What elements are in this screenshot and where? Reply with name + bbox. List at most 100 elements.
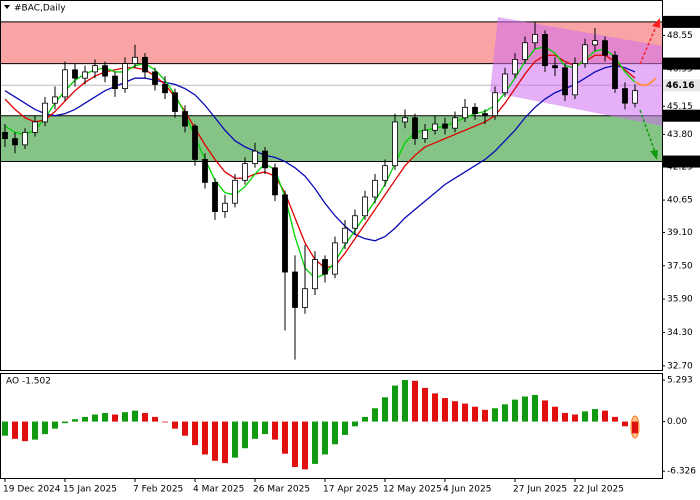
x-tick-label: 12 May 2025: [383, 485, 442, 495]
ao-bar: [242, 421, 248, 449]
candle-body: [172, 92, 178, 112]
candle-body: [12, 138, 18, 146]
ao-bar: [502, 404, 508, 422]
candle-body: [162, 84, 168, 94]
ao-bar: [282, 421, 288, 454]
ao-bar: [142, 412, 148, 422]
level-label: 44.70: [666, 111, 694, 121]
level-label: 49.20: [666, 17, 694, 27]
candle-body: [202, 159, 208, 183]
candle-body: [32, 121, 38, 133]
ao-bar: [372, 408, 378, 422]
level-label: 47.20: [666, 59, 694, 69]
turn-mark: [635, 77, 657, 87]
level-tag: [663, 155, 700, 168]
ao-bar: [122, 412, 128, 422]
zone: [1, 115, 662, 162]
candle-body: [422, 129, 428, 140]
candle-body: [602, 40, 608, 56]
candle-body: [562, 67, 568, 96]
candle-body: [432, 123, 438, 131]
candle-body: [282, 194, 288, 273]
ao-bar: [452, 401, 458, 422]
ao-bar: [332, 421, 338, 445]
ao-bar: [162, 421, 168, 423]
ao-bar: [382, 397, 388, 422]
candle-body: [492, 92, 498, 117]
candle-body: [22, 131, 28, 146]
candle-body: [132, 56, 138, 64]
candle-body: [452, 117, 458, 129]
level-label: 46.16: [666, 81, 694, 91]
candle-body: [522, 42, 528, 60]
candle-body: [102, 65, 108, 77]
candle-body: [262, 150, 268, 169]
level-tag: [663, 57, 700, 70]
candle-body: [232, 179, 238, 204]
candle-body: [622, 88, 628, 104]
ao-tick-label: 5.293: [667, 376, 693, 386]
x-tick-label: 4 Mar 2025: [193, 485, 244, 495]
candle-body: [412, 117, 418, 140]
candle-body: [512, 59, 518, 75]
y-tick-label: 43.80: [667, 130, 693, 140]
candle-body: [322, 259, 328, 275]
level-label: 42.50: [666, 157, 694, 167]
y-tick-label: 48.55: [667, 31, 693, 41]
ao-bar: [632, 421, 638, 434]
candle-body: [72, 69, 78, 79]
y-tick-label: 32.70: [667, 361, 693, 371]
ao-bar: [182, 421, 188, 436]
candle-body: [392, 121, 398, 167]
ao-bar: [22, 421, 28, 442]
ao-tick-label: 0.00: [667, 417, 687, 427]
candle-body: [542, 33, 548, 67]
candle-body: [252, 150, 258, 165]
candle-body: [362, 196, 368, 217]
ao-bar: [422, 387, 428, 422]
ao-bar: [312, 421, 318, 464]
ao-bar: [192, 421, 198, 446]
x-tick-label: 15 Jan 2025: [63, 485, 117, 495]
candle-body: [142, 56, 148, 73]
ao-bar: [442, 398, 448, 422]
ao-bar: [272, 421, 278, 440]
candle-body: [352, 215, 358, 229]
candle-body: [122, 63, 128, 89]
candle-body: [82, 71, 88, 79]
ao-bar: [592, 409, 598, 422]
candle-body: [302, 288, 308, 308]
level-tag: [663, 79, 700, 92]
ao-bar: [482, 409, 488, 422]
ao-bar: [52, 421, 58, 429]
ao-bar: [212, 421, 218, 461]
ao-bar: [392, 385, 398, 422]
ao-frame: [0, 373, 663, 479]
ao-bar: [262, 421, 268, 435]
candle-body: [592, 40, 598, 46]
candle-body: [502, 73, 508, 94]
ao-bar: [302, 421, 308, 470]
candle-body: [552, 65, 558, 69]
chart-title: #BAC,Daily: [14, 4, 66, 14]
ao-bar: [402, 380, 408, 422]
level-tag: [663, 15, 700, 28]
candle-body: [632, 90, 638, 104]
ao-bar: [362, 416, 368, 422]
ao-bar: [552, 406, 558, 422]
plot: [2, 21, 638, 360]
ao-bar: [42, 421, 48, 435]
down-arrow: [639, 109, 656, 153]
x-tick-label: 22 Jul 2025: [573, 485, 624, 495]
x-tick-label: 19 Dec 2024: [3, 485, 61, 495]
down-arrow-head: [650, 150, 658, 160]
candle-body: [472, 106, 478, 115]
ao-bar: [32, 421, 38, 440]
candle-body: [382, 165, 388, 181]
ao-bar: [542, 400, 548, 422]
ao-bar: [152, 416, 158, 422]
ao-bar: [432, 393, 438, 422]
candle-body: [582, 44, 588, 64]
candle-body: [462, 106, 468, 119]
up-arrow-head: [652, 18, 660, 28]
